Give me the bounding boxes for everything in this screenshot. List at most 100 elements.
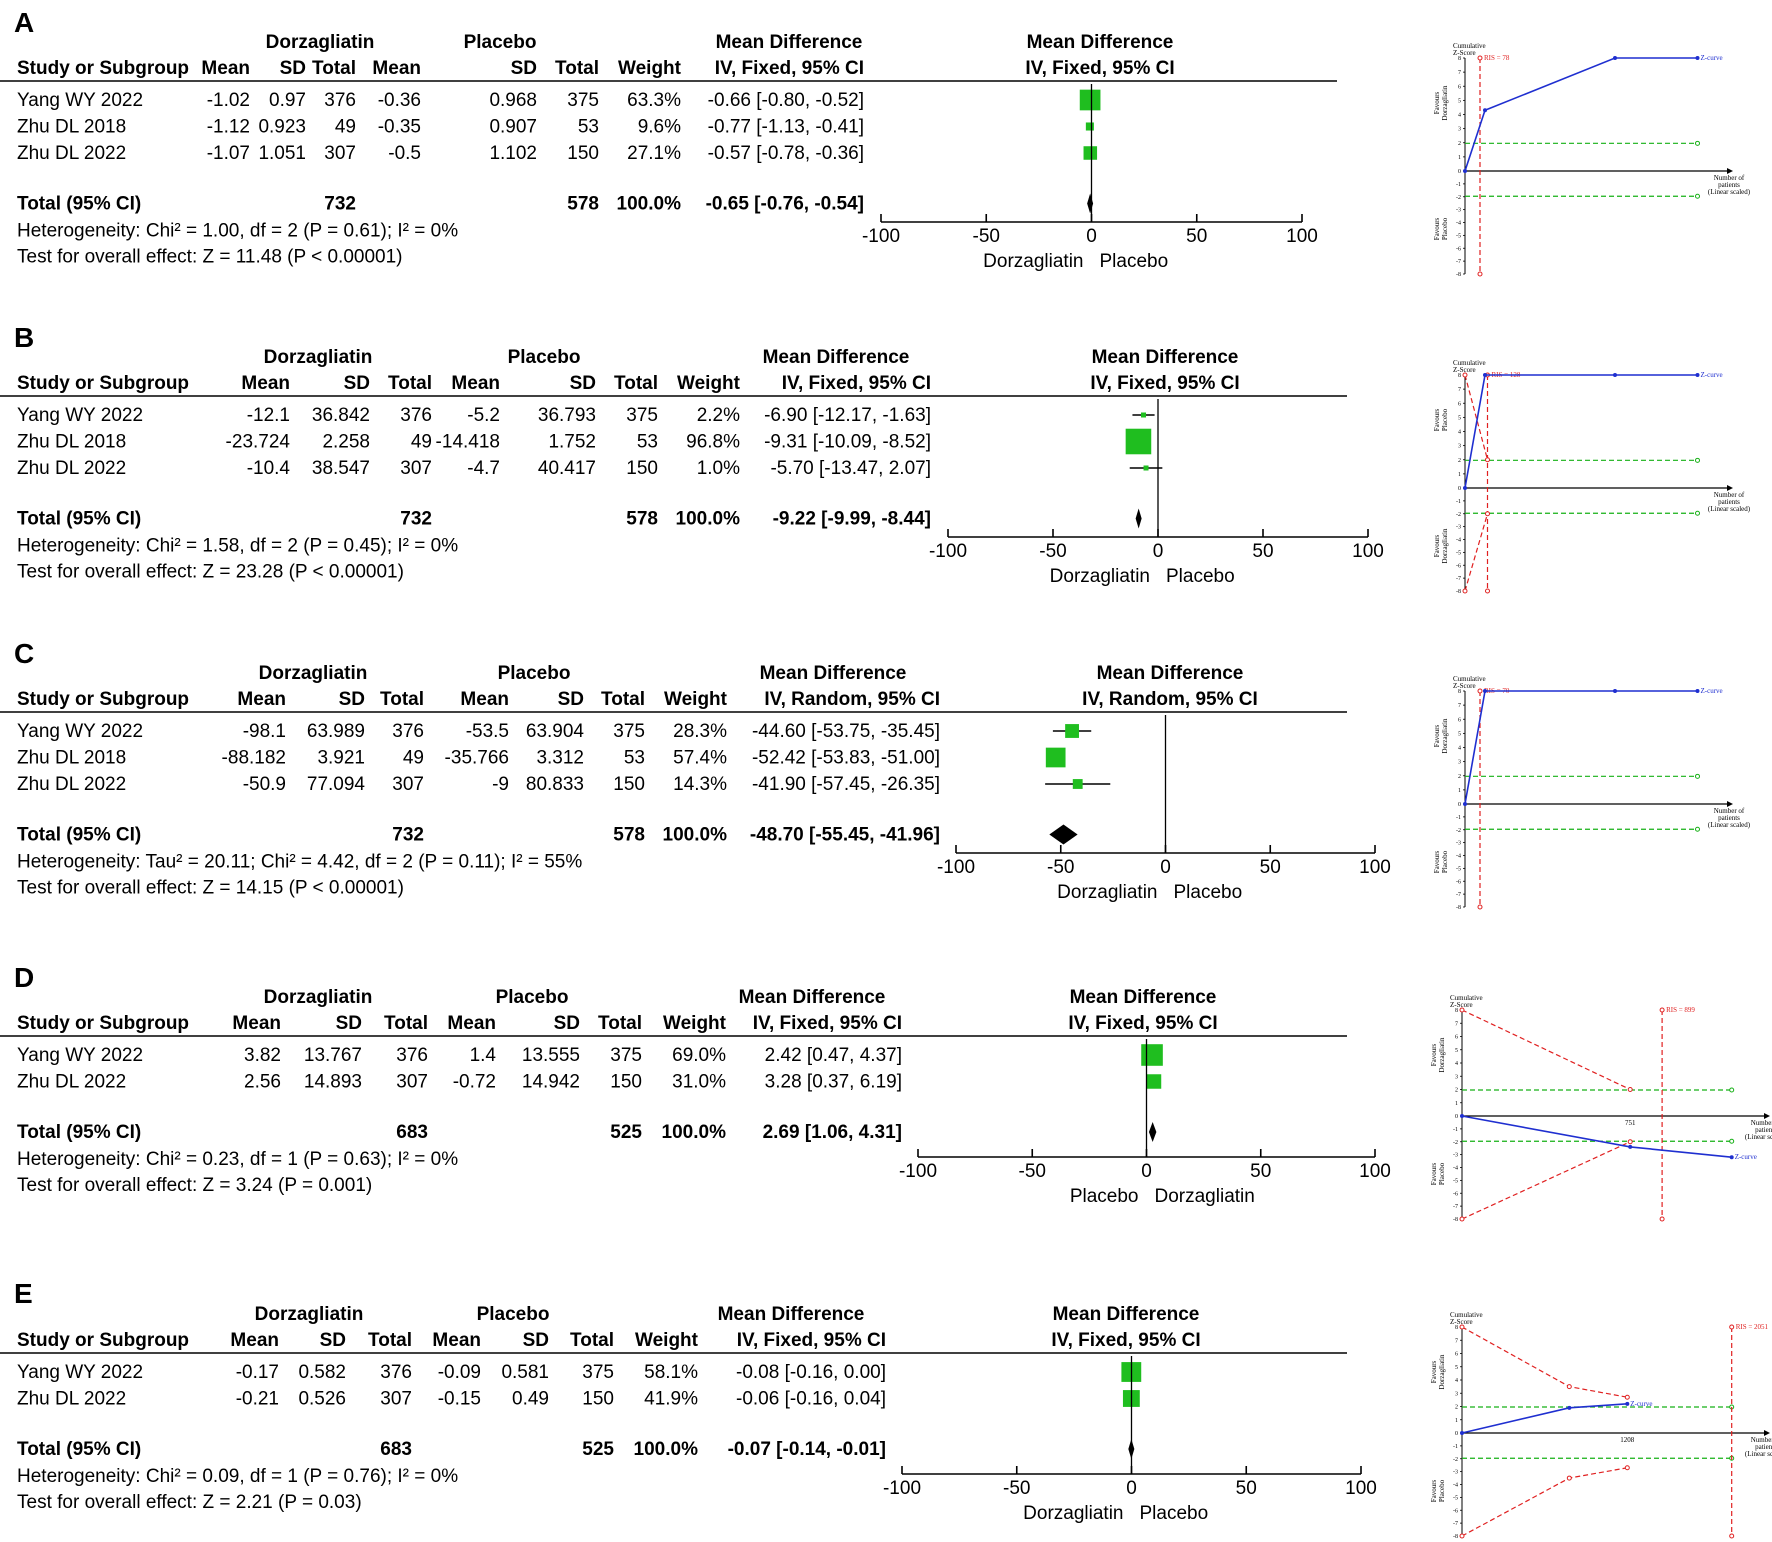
tsa-ris-marker: [1477, 904, 1483, 910]
study-effect-square: [1065, 724, 1079, 738]
tsa-y-tick-label: -5: [1453, 1178, 1458, 1184]
study-n2: 375: [613, 721, 645, 742]
tsa-ris-marker: [1729, 1533, 1735, 1539]
tsa-title: Cumulative: [1450, 994, 1483, 1002]
study-m2: -0.5: [388, 143, 421, 164]
study-ci_text: -9.31 [-10.09, -8.52]: [764, 432, 931, 453]
header-n1: Total: [384, 1013, 428, 1034]
pooled-diamond: [1135, 508, 1142, 529]
tsa-y-tick-label: -1: [1453, 1127, 1458, 1133]
tsa-monitor-point: [1485, 511, 1490, 517]
axis-tick-label: 100: [1352, 541, 1384, 562]
study-m2: -0.15: [438, 1389, 481, 1410]
header-n1: Total: [380, 689, 424, 710]
study-weight: 14.3%: [673, 774, 727, 795]
tsa-y-tick-label: 0: [1458, 169, 1461, 175]
tsa-y-tick-label: 6: [1455, 1352, 1458, 1358]
tsa-y-tick-label: -5: [1456, 866, 1461, 872]
tsa-monitor-lower: [1464, 513, 1489, 592]
tsa-z-curve: [1464, 374, 1698, 489]
study-effect-square: [1079, 89, 1101, 111]
tsa-y-tick-label: -7: [1456, 259, 1461, 265]
study-m1: -88.182: [222, 748, 286, 769]
axis-tick-label: 0: [1153, 541, 1164, 562]
tsa-x-arrow: [1727, 485, 1733, 491]
tsa-x-title: (Linear scaled): [1745, 1133, 1772, 1141]
total-label: Total (95% CI): [17, 194, 141, 215]
header-sd1: SD: [344, 373, 370, 394]
tsa-monitor-point: [1624, 1394, 1630, 1400]
tsa-favours-top: Dorzagliatin: [1438, 1037, 1446, 1072]
study-row: Yang WY 2022 -1.02 0.97 376 -0.36 0.968 375 63.…: [17, 89, 1101, 111]
tsa-z-point: [1463, 802, 1467, 806]
tsa-favours-bottom: Favours: [1433, 217, 1441, 240]
study-weight: 57.4%: [673, 748, 727, 769]
header-plot-model: IV, Fixed, 95% CI: [1068, 1013, 1217, 1034]
panel-a: A Dorzagliatin Placebo Mean Difference Mean …: [0, 7, 1751, 278]
study-weight: 28.3%: [673, 721, 727, 742]
study-m1: -1.07: [207, 143, 250, 164]
header-n2: Total: [598, 1013, 642, 1034]
axis-tick-label: -50: [1003, 1478, 1030, 1499]
tsa-y-tick-label: 2: [1458, 458, 1461, 464]
header-sd1: SD: [280, 58, 306, 79]
tsa-x-title: Number of: [1751, 1436, 1772, 1444]
tsa-z-point: [1483, 689, 1487, 693]
study-sd2: 14.942: [522, 1072, 580, 1093]
tsa-monitor-lower: [1461, 1141, 1631, 1220]
tsa-y-tick-label: 7: [1455, 1338, 1458, 1344]
header-plot-model: IV, Fixed, 95% CI: [1025, 58, 1174, 79]
axis-tick-label: 50: [1186, 226, 1207, 247]
overall-effect-text: Test for overall effect: Z = 3.24 (P = 0…: [17, 1175, 372, 1196]
total-n1: 732: [392, 825, 424, 846]
tsa-y-tick-label: -6: [1453, 1191, 1458, 1197]
tsa-y-tick-label: 8: [1458, 56, 1461, 62]
study-name: Zhu DL 2022: [17, 143, 126, 164]
tsa-ris-label: RIS = 899: [1666, 1006, 1695, 1014]
tsa-ris-marker: [1659, 1216, 1665, 1222]
tsa-sample-label: 751: [1625, 1119, 1636, 1127]
tsa-y-tick-label: -1: [1456, 182, 1461, 188]
tsa-z-curve: [1464, 690, 1698, 805]
header-mean-difference: Mean Difference: [718, 1304, 865, 1325]
header-mean-difference: Mean Difference: [716, 32, 863, 53]
axis-tick-label: -100: [862, 226, 900, 247]
study-m1: -0.21: [236, 1389, 279, 1410]
tsa-monitor-point: [1459, 1007, 1465, 1013]
tsa-x-title: patients: [1718, 814, 1740, 822]
tsa-x-title: (Linear scaled): [1708, 505, 1751, 513]
total-n2: 578: [613, 825, 645, 846]
header-n2: Total: [614, 373, 658, 394]
header-ci: IV, Fixed, 95% CI: [782, 373, 931, 394]
axis-tick-label: -100: [937, 857, 975, 878]
overall-effect-text: Test for overall effect: Z = 2.21 (P = 0…: [17, 1492, 362, 1513]
tsa-x-title: (Linear scaled): [1745, 1450, 1772, 1458]
header-study: Study or Subgroup: [17, 373, 189, 394]
study-sd1: 0.582: [298, 1362, 346, 1383]
tsa-x-title: patients: [1755, 1443, 1772, 1451]
study-n2: 53: [624, 748, 645, 769]
study-sd1: 2.258: [322, 432, 370, 453]
header-m1: Mean: [201, 58, 250, 79]
axis-tick-label: 100: [1359, 857, 1391, 878]
tsa-favours-top: Favours: [1433, 724, 1441, 747]
tsa-y-tick-label: 7: [1458, 70, 1461, 76]
tsa-title: Cumulative: [1453, 359, 1486, 367]
tsa-z-point: [1613, 56, 1617, 60]
tsa-monitor-point: [1462, 372, 1468, 378]
study-sd2: 0.49: [512, 1389, 549, 1410]
total-n2: 525: [610, 1122, 642, 1143]
study-name: Yang WY 2022: [17, 90, 143, 111]
tsa-y-tick-label: 4: [1455, 1061, 1458, 1067]
tsa-z-curve: [1461, 1403, 1628, 1434]
study-n1: 307: [324, 143, 356, 164]
study-m1: -23.724: [226, 432, 291, 453]
tsa-title: Cumulative: [1453, 675, 1486, 683]
tsa-title-2: Z-Score: [1453, 682, 1476, 690]
total-ci: -0.65 [-0.76, -0.54]: [706, 194, 864, 215]
tsa-favours-bottom: Placebo: [1441, 850, 1449, 873]
axis-tick-label: 0: [1141, 1161, 1152, 1182]
tsa-boundary-marker: [1695, 193, 1700, 199]
study-n1: 49: [335, 117, 356, 138]
